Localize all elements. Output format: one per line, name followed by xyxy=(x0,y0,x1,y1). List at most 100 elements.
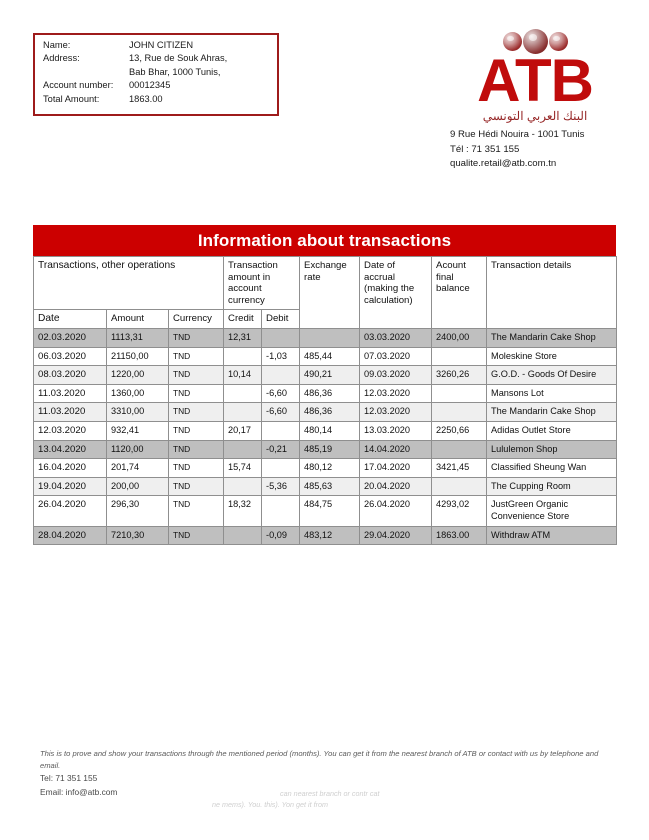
bank-phone: Tél : 71 351 155 xyxy=(450,143,520,155)
cell-exchange-rate: 485,44 xyxy=(299,346,361,367)
cell-final-balance: 2400,00 xyxy=(431,327,488,348)
section-title-banner: Information about transactions xyxy=(33,225,616,256)
cell-currency: TND xyxy=(167,402,225,422)
cell-final-balance xyxy=(431,402,488,422)
cell-credit: 20,17 xyxy=(223,420,263,441)
cell-transaction-details: Classified Sheung Wan xyxy=(486,458,618,478)
header-exchange-rate: Exchange rate xyxy=(299,256,361,329)
cell-currency: TND xyxy=(167,365,225,385)
footer-email: Email: info@atb.com xyxy=(40,786,118,797)
cell-currency: TND xyxy=(167,525,225,546)
cell-transaction-details: The Cupping Room xyxy=(486,476,618,497)
cell-transaction-details: Adidas Outlet Store xyxy=(486,420,618,441)
cell-date: 12.03.2020 xyxy=(33,420,107,441)
cell-final-balance xyxy=(431,439,488,460)
header-currency: Currency xyxy=(167,309,225,329)
cell-date-of-accrual: 26.04.2020 xyxy=(359,495,433,527)
cell-transaction-details: G.O.D. - Goods Of Desire xyxy=(486,365,618,385)
cell-transaction-details: The Mandarin Cake Shop xyxy=(486,327,618,348)
cell-amount: 201,74 xyxy=(106,458,169,478)
cell-date: 08.03.2020 xyxy=(33,365,107,385)
table-row: 11.03.2020 3310,00 TND -6,60 486,36 12.03.202… xyxy=(33,402,618,422)
cell-date: 19.04.2020 xyxy=(33,476,107,497)
cell-debit xyxy=(261,365,301,385)
footer-block: This is to prove and show your transacti… xyxy=(40,748,610,798)
table-row: 11.03.2020 1360,00 TND -6,60 486,36 12.03.202… xyxy=(33,383,618,404)
cell-final-balance xyxy=(431,476,488,497)
customer-row-total-amount: Total Amount: 1863.00 xyxy=(43,93,271,106)
customer-value-name: JOHN CITIZEN xyxy=(129,40,194,50)
cell-transaction-details: Mansons Lot xyxy=(486,383,618,404)
cell-debit xyxy=(261,458,301,478)
customer-label-name: Name: xyxy=(43,40,71,50)
cell-debit: -1,03 xyxy=(261,346,301,367)
header-amount: Amount xyxy=(106,309,169,329)
cell-date-of-accrual: 03.03.2020 xyxy=(359,327,433,348)
sphere-middle-icon xyxy=(522,29,548,54)
bank-address-block: 9 Rue Hédi Nouira - 1001 Tunis Tél : 71 … xyxy=(450,128,640,172)
table-body: 02.03.2020 1113,31 TND 12,31 03.03.2020 2400,… xyxy=(33,327,618,546)
table-row: 13.04.2020 1120,00 TND -0,21 485,19 14.04.202… xyxy=(33,439,618,460)
cell-date: 26.04.2020 xyxy=(33,495,107,527)
header-date-of-accrual: Date of accrual (making the calculation) xyxy=(359,256,433,329)
cell-date-of-accrual: 17.04.2020 xyxy=(359,458,433,478)
cell-debit xyxy=(261,327,301,348)
cell-credit: 18,32 xyxy=(223,495,263,527)
cell-date-of-accrual: 07.03.2020 xyxy=(359,346,433,367)
table-row: 26.04.2020 296,30 TND 18,32 484,75 26.04.2020… xyxy=(33,495,618,527)
cell-exchange-rate: 484,75 xyxy=(299,495,361,527)
header-date: Date xyxy=(33,309,107,329)
cell-amount: 1220,00 xyxy=(106,365,169,385)
cell-credit xyxy=(223,525,263,546)
table-row: 06.03.2020 21150,00 TND -1,03 485,44 07.03.20… xyxy=(33,346,618,367)
cell-credit xyxy=(223,346,263,367)
cell-transaction-details: JustGreen Organic Convenience Store xyxy=(486,495,618,527)
cell-credit xyxy=(223,476,263,497)
bank-logo: ATB البنك العربي التونسي xyxy=(441,29,629,180)
header-credit: Credit xyxy=(223,309,263,329)
cell-debit: -6,60 xyxy=(261,402,301,422)
cell-date-of-accrual: 14.04.2020 xyxy=(359,439,433,460)
cell-amount: 296,30 xyxy=(106,495,169,527)
cell-credit xyxy=(223,383,263,404)
cell-debit: -6,60 xyxy=(261,383,301,404)
cell-exchange-rate: 486,36 xyxy=(299,402,361,422)
cell-amount: 200,00 xyxy=(106,476,169,497)
transactions-table: Transactions, other operations Transacti… xyxy=(32,255,618,546)
cell-currency: TND xyxy=(167,383,225,404)
header-debit: Debit xyxy=(261,309,301,329)
watermark-line-1: can nearest branch or contr cat xyxy=(280,789,380,798)
cell-final-balance: 2250,66 xyxy=(431,420,488,441)
cell-date-of-accrual: 12.03.2020 xyxy=(359,402,433,422)
cell-debit xyxy=(261,495,301,527)
table-row: 19.04.2020 200,00 TND -5,36 485,63 20.04.2020… xyxy=(33,476,618,497)
cell-date-of-accrual: 29.04.2020 xyxy=(359,525,433,546)
cell-debit: -0,21 xyxy=(261,439,301,460)
cell-currency: TND xyxy=(167,346,225,367)
cell-exchange-rate: 490,21 xyxy=(299,365,361,385)
cell-final-balance xyxy=(431,383,488,404)
table-header-group-row: Transactions, other operations Transacti… xyxy=(32,255,618,329)
customer-label-account-number: Account number: xyxy=(43,80,114,91)
cell-final-balance: 4293,02 xyxy=(431,495,488,527)
table-head: Transactions, other operations Transacti… xyxy=(32,255,618,329)
cell-final-balance xyxy=(431,346,488,367)
cell-currency: TND xyxy=(167,476,225,497)
sphere-left-icon xyxy=(502,32,522,51)
cell-credit: 15,74 xyxy=(223,458,263,478)
bank-name-atb: ATB xyxy=(477,47,594,114)
table-header-sub-row: Date Amount Currency Credit Debit xyxy=(33,309,617,329)
cell-currency: TND xyxy=(167,439,225,460)
customer-label-address: Address: xyxy=(43,53,80,64)
table-row: 16.04.2020 201,74 TND 15,74 480,12 17.04.2020… xyxy=(33,458,618,478)
cell-credit: 12,31 xyxy=(223,327,263,348)
cell-exchange-rate: 485,63 xyxy=(299,476,361,497)
bank-address-street: 9 Rue Hédi Nouira - 1001 Tunis xyxy=(450,129,585,140)
cell-final-balance: 3260,26 xyxy=(431,365,488,385)
customer-row-address: Address: 13, Rue de Souk Ahras, Bab Bhar… xyxy=(43,52,271,79)
cell-currency: TND xyxy=(167,458,225,478)
customer-value-account-number: 00012345 xyxy=(129,80,171,91)
header-transactions-group: Transactions, other operations xyxy=(32,255,225,311)
table-row: 08.03.2020 1220,00 TND 10,14 490,21 09.03.202… xyxy=(33,365,618,385)
